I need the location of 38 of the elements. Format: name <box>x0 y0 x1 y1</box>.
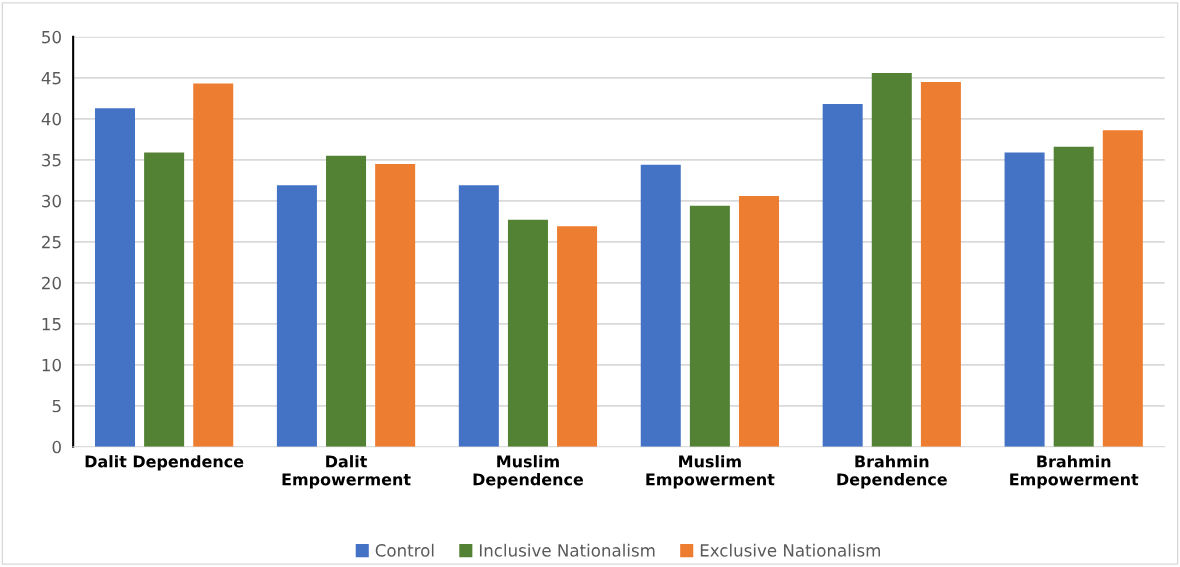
bar <box>1102 130 1143 447</box>
y-tick-label: 30 <box>42 194 61 208</box>
x-tick-label: Dalit Empowerment <box>282 455 411 489</box>
bar <box>822 104 863 447</box>
y-tick-label: 40 <box>41 112 61 126</box>
bar <box>375 163 416 447</box>
bar <box>326 155 367 447</box>
bar <box>689 205 730 447</box>
x-tick-label: Brahmin Empowerment <box>1010 455 1139 489</box>
legend-label: Control <box>375 543 434 557</box>
bar <box>193 83 234 447</box>
bar <box>458 185 499 447</box>
y-tick-label: 25 <box>42 235 61 249</box>
x-tick-label: Brahmin Dependence <box>837 455 947 489</box>
bar <box>1053 146 1094 447</box>
y-tick-label: 45 <box>41 72 61 85</box>
y-tick-label: 15 <box>42 317 61 331</box>
bar <box>507 219 548 447</box>
bar <box>144 152 185 447</box>
bar <box>94 108 136 447</box>
y-tick-label: 10 <box>42 358 61 372</box>
y-tick-label: 0 <box>52 440 61 454</box>
y-tick-label: 5 <box>52 399 61 413</box>
bar <box>871 72 912 447</box>
bar <box>640 164 681 447</box>
y-tick-label: 50 <box>42 30 61 44</box>
y-tick-label: 35 <box>42 153 61 167</box>
bar <box>1004 152 1045 447</box>
legend-label: Inclusive Nationalism <box>479 543 655 557</box>
bar <box>557 226 598 447</box>
bar <box>276 185 317 447</box>
bar <box>920 81 961 447</box>
x-tick-label: Muslim Dependence <box>473 455 584 489</box>
x-tick-label: Muslim Empowerment <box>646 455 775 489</box>
bar <box>738 195 779 447</box>
legend-label: Exclusive Nationalism <box>700 543 880 557</box>
y-tick-label: 20 <box>42 276 61 290</box>
x-tick-label: Dalit Dependence <box>85 455 244 471</box>
